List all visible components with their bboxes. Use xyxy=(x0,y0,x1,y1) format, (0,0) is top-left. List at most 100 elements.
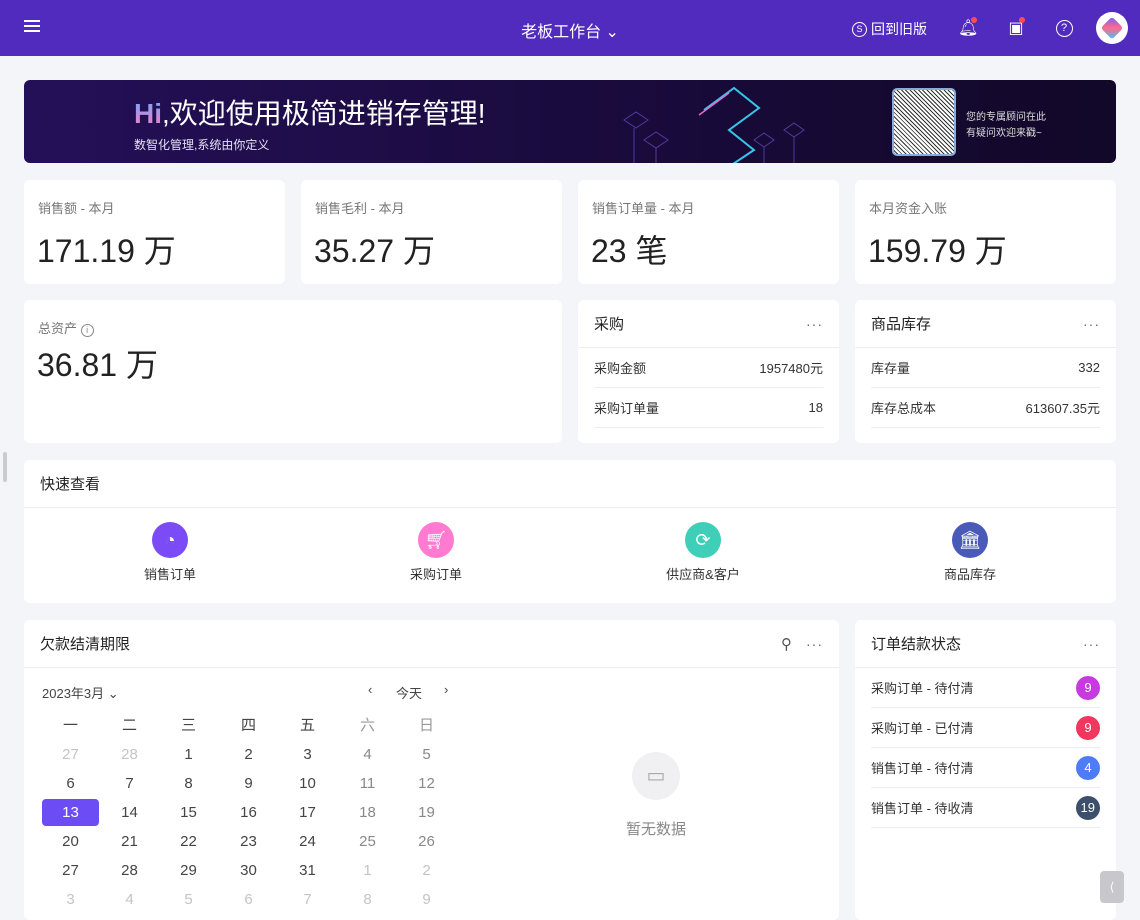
search-icon[interactable]: ⚲ xyxy=(781,635,792,653)
calendar-day[interactable]: 3 xyxy=(66,891,75,908)
calendar-day[interactable]: 26 xyxy=(418,833,435,850)
refresh-icon: ⟳ xyxy=(685,522,721,558)
status-row[interactable]: 采购订单 - 待付清 9 xyxy=(871,668,1100,708)
panel-title: 欠款结清期限 xyxy=(40,636,131,653)
calendar-day[interactable]: 18 xyxy=(359,804,376,821)
calendar-day[interactable]: 4 xyxy=(125,891,134,908)
bell-icon[interactable]: 🔔︎ xyxy=(958,17,978,38)
quick-sales-orders[interactable]: ◔ 销售订单 xyxy=(110,522,230,583)
avatar[interactable] xyxy=(1096,12,1128,44)
calendar-day[interactable]: 23 xyxy=(240,833,257,850)
briefcase-icon[interactable]: ▣ xyxy=(1006,17,1026,38)
calendar-day[interactable]: 1 xyxy=(363,862,372,879)
status-row[interactable]: 销售订单 - 待付清 4 xyxy=(871,748,1100,788)
calendar-day[interactable]: 8 xyxy=(363,891,372,908)
collapse-handle[interactable]: ⟨ xyxy=(1100,871,1124,903)
kpi-value: 35.27 万 xyxy=(314,233,435,269)
switch-icon: S xyxy=(852,21,867,37)
more-icon[interactable]: ··· xyxy=(806,635,823,652)
help-icon[interactable]: ? xyxy=(1054,18,1074,38)
weekday-header: 四 xyxy=(240,717,256,734)
more-icon[interactable]: ··· xyxy=(1083,315,1100,332)
workspace-selector[interactable]: 老板工作台 ⌄ xyxy=(0,18,1140,42)
weekday-header: 一 xyxy=(62,717,78,734)
calendar-day[interactable]: 16 xyxy=(240,804,257,821)
calendar-day[interactable]: 28 xyxy=(121,746,138,763)
calendar-day[interactable]: 30 xyxy=(240,862,257,879)
quick-inventory[interactable]: 🏛︎ 商品库存 xyxy=(910,522,1030,583)
calendar-day[interactable]: 27 xyxy=(62,746,79,763)
calendar-day[interactable]: 25 xyxy=(359,833,376,850)
inventory-card: 商品库存 ··· 库存量 332 库存总成本 613607.35元 xyxy=(855,300,1116,443)
calendar-day[interactable]: 29 xyxy=(180,862,197,879)
calendar-day[interactable]: 9 xyxy=(244,775,253,792)
kpi-card-orders: 销售订单量 - 本月 23 笔 xyxy=(578,180,839,284)
month-selector[interactable]: 2023年3月 ⌄ xyxy=(42,686,119,701)
status-label: 销售订单 - 待收清 xyxy=(871,801,974,816)
calendar-day[interactable]: 21 xyxy=(121,833,138,850)
banner-illustration xyxy=(623,86,805,163)
calendar-day[interactable]: 5 xyxy=(422,746,431,763)
purchase-card: 采购 ··· 采购金额 1957480元 采购订单量 18 xyxy=(578,300,839,443)
workspace-title: 老板工作台 xyxy=(521,24,602,41)
chevron-down-icon: ⌄ xyxy=(107,686,119,701)
calendar-day[interactable]: 27 xyxy=(62,862,79,879)
info-icon[interactable]: i xyxy=(80,323,94,337)
old-version-button[interactable]: S 回到旧版 xyxy=(852,19,927,39)
quick-suppliers-customers[interactable]: ⟳ 供应商&客户 xyxy=(643,522,763,583)
calendar-day[interactable]: 5 xyxy=(184,891,193,908)
count-badge: 4 xyxy=(1076,755,1100,780)
calendar-day[interactable]: 28 xyxy=(121,862,138,879)
weekday-header: 五 xyxy=(299,717,315,734)
status-row[interactable]: 销售订单 - 待收清 19 xyxy=(871,788,1100,828)
more-icon[interactable]: ··· xyxy=(806,315,823,332)
calendar-day[interactable]: 6 xyxy=(66,775,75,792)
status-row[interactable]: 采购订单 - 已付清 9 xyxy=(871,708,1100,748)
panel-title: 采购 xyxy=(594,316,625,333)
total-assets-label: 总资产 i xyxy=(38,318,94,337)
pie-chart-icon: ◔ xyxy=(152,522,188,558)
menu-icon[interactable] xyxy=(24,20,40,34)
weekday-header: 日 xyxy=(418,717,434,734)
calendar-day[interactable]: 20 xyxy=(62,833,79,850)
calendar-day[interactable]: 2 xyxy=(244,746,253,763)
calendar-day[interactable]: 9 xyxy=(422,891,431,908)
more-icon[interactable]: ··· xyxy=(1083,635,1100,652)
weekday-header: 二 xyxy=(121,717,137,734)
calendar-day[interactable]: 8 xyxy=(184,775,193,792)
calendar-day[interactable]: 2 xyxy=(422,862,431,879)
weekday-header: 三 xyxy=(180,717,196,734)
calendar-day[interactable]: 11 xyxy=(359,775,376,792)
calendar-day-selected[interactable]: 13 xyxy=(42,799,99,826)
today-button[interactable]: 今天 xyxy=(396,686,423,701)
calendar-day[interactable]: 7 xyxy=(125,775,134,792)
calendar-day[interactable]: 17 xyxy=(299,804,316,821)
list-item: 库存量 332 xyxy=(871,348,1100,388)
total-assets-value: 36.81 万 xyxy=(37,347,158,383)
weekday-header: 六 xyxy=(359,717,375,734)
calendar-day[interactable]: 4 xyxy=(363,746,372,763)
calendar-day[interactable]: 12 xyxy=(418,775,435,792)
welcome-banner: Hi,欢迎使用极简进销存管理! 数智化管理,系统由你定义 您的专属顾问在此 有疑问… xyxy=(24,80,1116,163)
prev-month-button[interactable]: ‹ xyxy=(368,682,373,697)
calendar-day[interactable]: 3 xyxy=(303,746,312,763)
calendar-day[interactable]: 24 xyxy=(299,833,316,850)
calendar-day[interactable]: 7 xyxy=(303,891,312,908)
calendar-day[interactable]: 1 xyxy=(184,746,193,763)
quick-purchase-orders[interactable]: 🛒︎ 采购订单 xyxy=(376,522,496,583)
calendar-day[interactable]: 14 xyxy=(121,804,138,821)
calendar-day[interactable]: 31 xyxy=(299,862,316,879)
count-badge: 19 xyxy=(1075,795,1100,820)
empty-inbox-icon: ▭ xyxy=(632,752,680,800)
calendar-day[interactable]: 15 xyxy=(180,804,197,821)
kpi-label: 本月资金入账 xyxy=(869,201,948,216)
side-drag-handle[interactable] xyxy=(3,452,7,482)
cart-icon: 🛒︎ xyxy=(418,522,454,558)
calendar-day[interactable]: 22 xyxy=(180,833,197,850)
calendar-day[interactable]: 10 xyxy=(299,775,316,792)
calendar-day[interactable]: 6 xyxy=(244,891,253,908)
kpi-label: 销售订单量 - 本月 xyxy=(592,201,695,216)
calendar-day[interactable]: 19 xyxy=(418,804,435,821)
next-month-button[interactable]: › xyxy=(444,682,449,697)
panel-title: 快速查看 xyxy=(40,476,101,493)
